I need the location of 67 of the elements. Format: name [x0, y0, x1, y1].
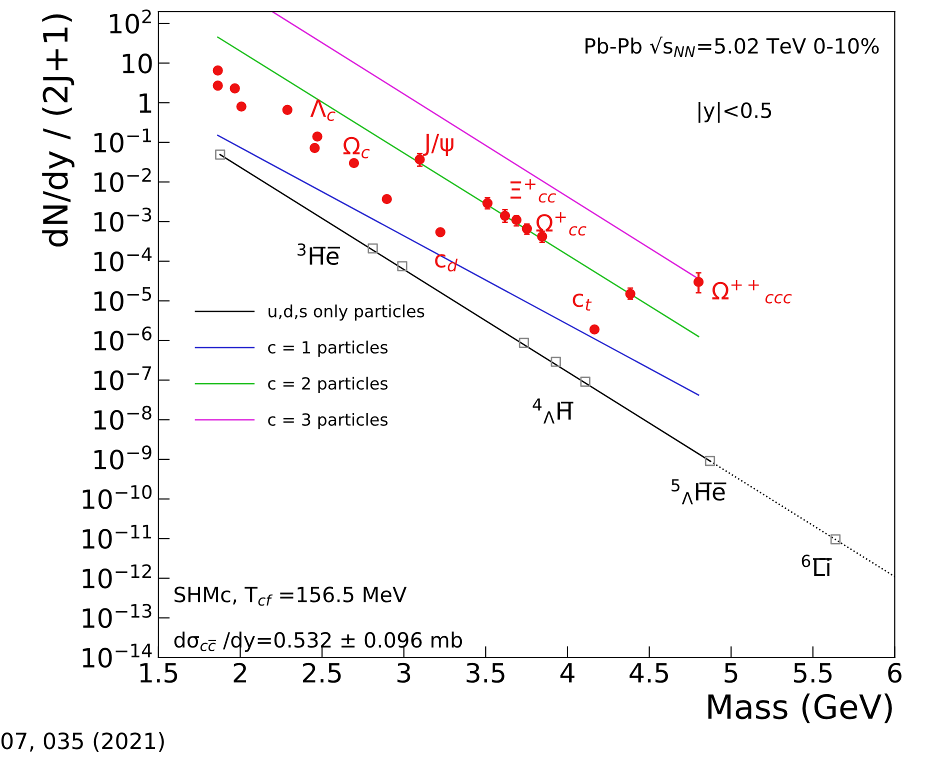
legend-label: c = 1 particles — [268, 340, 388, 357]
x-tick-label: 2.5 — [303, 662, 341, 683]
x-tick-label: 6 — [888, 662, 902, 683]
annotation: $^{6}$L̅i̅ — [802, 554, 832, 576]
y-tick-label: 10$^{−5}$ — [94, 287, 152, 312]
point — [518, 338, 530, 348]
annotation: dσ$_{cc̅}$ /dy=0.532 ± 0.096 mb — [174, 632, 462, 652]
y-tick-label: 10$^{2}$ — [110, 9, 151, 34]
point — [236, 101, 246, 112]
annotation: c$_{d}$ — [435, 254, 458, 272]
x-axis-title: Mass (GeV) — [708, 693, 892, 724]
point — [435, 227, 446, 238]
point — [348, 158, 360, 168]
point — [212, 80, 223, 91]
annotation: Λ$_{c}$ — [310, 100, 336, 121]
annotation: Ω$^{+}$$_{cc}$ — [536, 212, 586, 236]
annotation: $^{5}$$_{Λ}$H̅e̅ — [672, 479, 726, 504]
y-tick-label: 10$^{−1}$ — [94, 128, 151, 153]
annotation: $^{4}$$_{Λ}$H̅ — [532, 398, 574, 424]
text: 07, 035 (2021) — [1, 732, 164, 752]
annotation: Ω$^{++}$$_{ccc}$ — [712, 280, 792, 304]
y-tick-label: 10$^{−8}$ — [94, 406, 152, 430]
y-axis-title: dN/dy / (2J+1) — [42, 14, 74, 247]
point — [580, 376, 590, 387]
point — [704, 456, 716, 466]
point — [397, 261, 408, 272]
x-tick-label: 5 — [724, 663, 738, 683]
annotation: J/ψ — [423, 134, 454, 156]
point — [550, 356, 561, 367]
y-tick-label: 10$^{−12}$ — [82, 564, 151, 588]
annotation: SHMc, T$_{cf}$ =156.5 MeV — [174, 586, 407, 606]
y-tick-label: 10$^{−6}$ — [94, 326, 152, 351]
x-tick-label: 4.5 — [630, 663, 668, 683]
point — [282, 104, 292, 115]
x-tick-label: 3.5 — [466, 662, 504, 683]
annotation: Ω$_{c}$ — [343, 136, 370, 158]
annotation: c$_{t}$ — [572, 294, 592, 311]
annotation: |y|<0.5 — [698, 102, 772, 123]
point — [589, 324, 600, 335]
x-tick-label: 3 — [397, 662, 410, 683]
point — [212, 65, 223, 76]
x-tick-label: 4 — [560, 663, 574, 682]
point — [230, 83, 240, 94]
point — [215, 150, 226, 160]
point — [312, 131, 322, 142]
annotation: Pb-Pb √s$_{NN}$=5.02 TeV 0-10% — [586, 36, 879, 57]
y-tick-label: 10$^{−9}$ — [94, 445, 152, 470]
y-tick-label: 10$^{−4}$ — [94, 248, 152, 272]
annotation: $^{3}$H̅e̅ — [298, 243, 340, 265]
point — [310, 142, 320, 154]
x-tick-label: 2 — [234, 662, 246, 682]
point — [830, 534, 841, 544]
y-tick-label: 1 — [140, 94, 152, 113]
point — [368, 243, 378, 254]
y-tick-label: 10$^{−3}$ — [94, 208, 152, 232]
x-tick-label: 5.5 — [794, 663, 832, 683]
legend-label: c = 2 particles — [268, 376, 388, 393]
y-tick-label: 10$^{−2}$ — [94, 168, 151, 192]
y-tick-label: 10 — [122, 54, 152, 74]
annotation: Ξ$^{+}$$_{cc}$ — [510, 179, 556, 203]
y-tick-label: 10$^{−11}$ — [82, 524, 152, 549]
legend-label: c = 3 particles — [268, 412, 388, 430]
y-tick-label: 10$^{−7}$ — [94, 366, 152, 390]
point — [382, 194, 392, 204]
y-tick-label: 10$^{−13}$ — [82, 604, 152, 628]
legend-label: u,d,s only particles — [268, 304, 424, 321]
y-tick-label: 10$^{−10}$ — [82, 485, 152, 510]
